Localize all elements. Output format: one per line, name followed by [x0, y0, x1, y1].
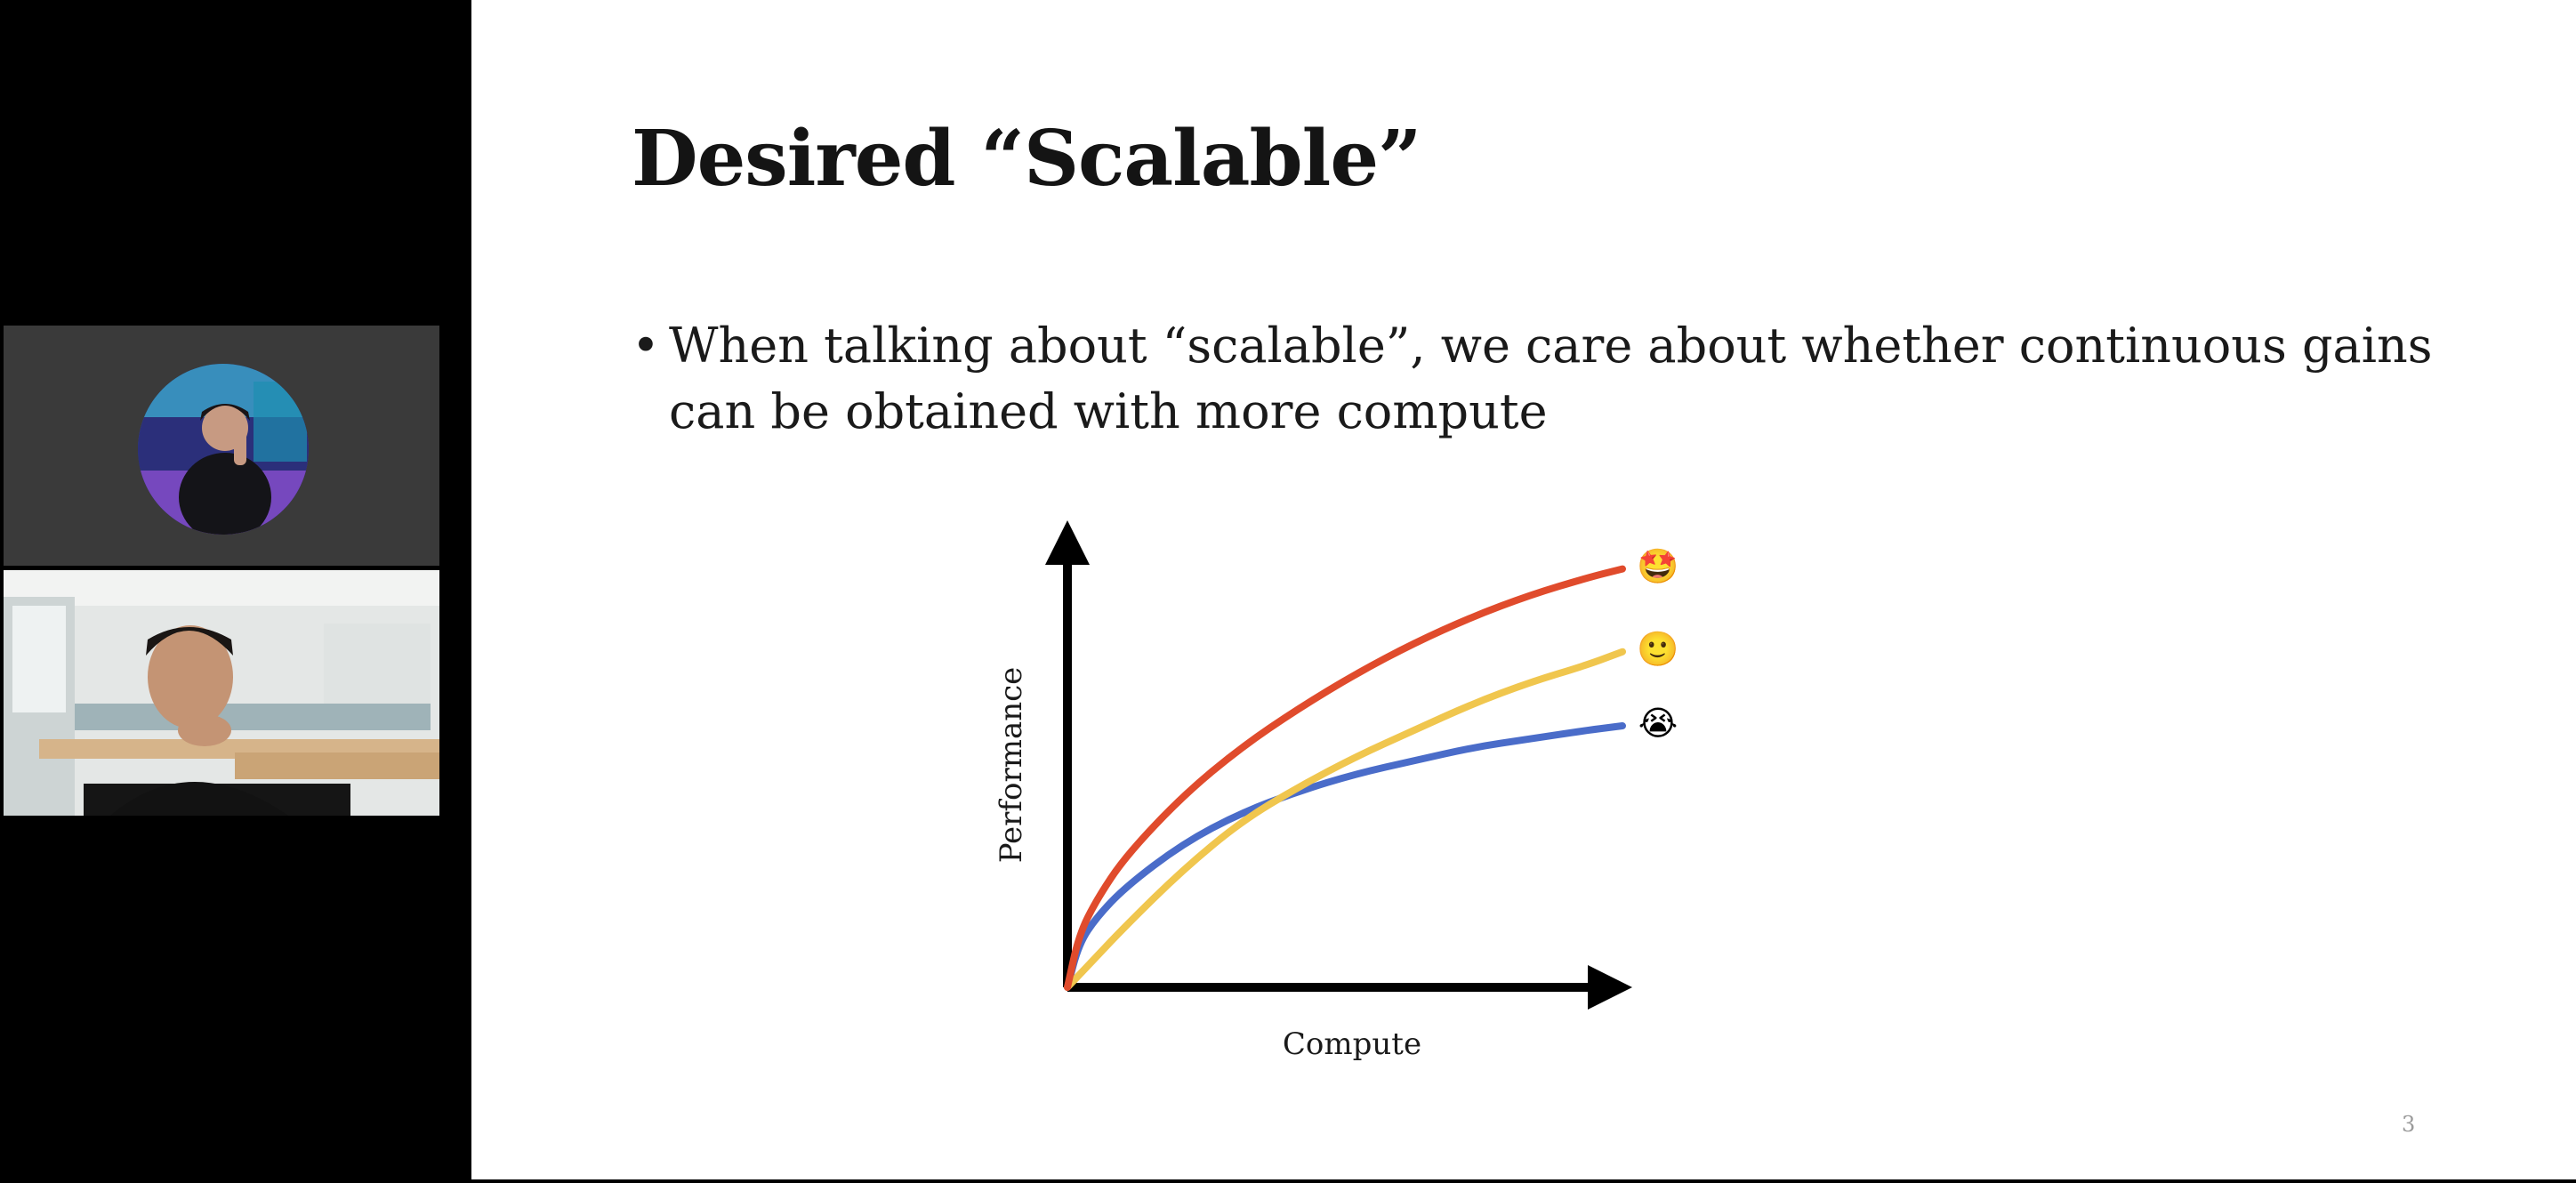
series-line-1 [1064, 648, 1626, 991]
series-emoji-1: 🙂 [1637, 630, 1678, 669]
avatar [138, 364, 309, 535]
camera-feed [4, 570, 439, 816]
participant-panel [0, 0, 471, 1183]
bullet-marker: • [632, 318, 660, 374]
y-axis-label: Performance [994, 667, 1029, 864]
series-emoji-0: 🤩 [1637, 547, 1678, 586]
scalability-chart: 😭 🙂 🤩 Compute Performance [994, 520, 1679, 1062]
participant-tile-avatar[interactable] [4, 326, 439, 566]
series-line-0 [1064, 565, 1626, 991]
x-axis-label: Compute [1283, 1026, 1421, 1062]
bullet-point: • When talking about “scalable”, we care… [632, 313, 2482, 445]
bullet-text: When talking about “scalable”, we care a… [669, 318, 2433, 439]
series-emoji-2: 😭 [1638, 704, 1678, 743]
presentation-slide: Desired “Scalable” • When talking about … [471, 0, 2576, 1179]
slide-number: 3 [2402, 1112, 2416, 1137]
slide-title: Desired “Scalable” [632, 114, 1422, 204]
participant-tile-camera[interactable] [4, 570, 439, 816]
avatar-photo [138, 364, 309, 535]
